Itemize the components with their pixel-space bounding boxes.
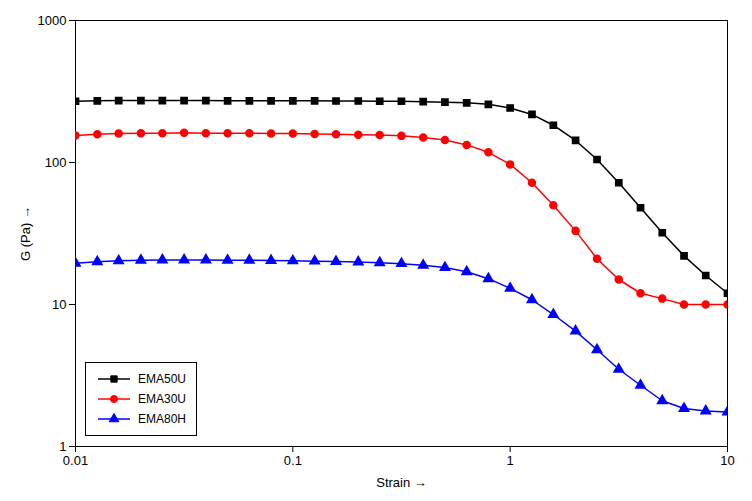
svg-text:0.01: 0.01: [63, 453, 88, 468]
svg-text:1000: 1000: [38, 13, 67, 28]
html-text:EMA50U: EMA50U: [138, 372, 186, 386]
svg-text:Strain →: Strain →: [376, 475, 427, 490]
svg-text:10: 10: [52, 297, 66, 312]
svg-text:1: 1: [59, 439, 66, 454]
svg-text:G (Pa) →: G (Pa) →: [18, 206, 33, 261]
svg-text:100: 100: [45, 155, 67, 170]
svg-text:10: 10: [720, 453, 734, 468]
html-text:EMA30U: EMA30U: [138, 392, 186, 406]
svg-text:1: 1: [507, 453, 514, 468]
svg-text:0.1: 0.1: [284, 453, 302, 468]
html-text:EMA80H: EMA80H: [138, 412, 186, 426]
